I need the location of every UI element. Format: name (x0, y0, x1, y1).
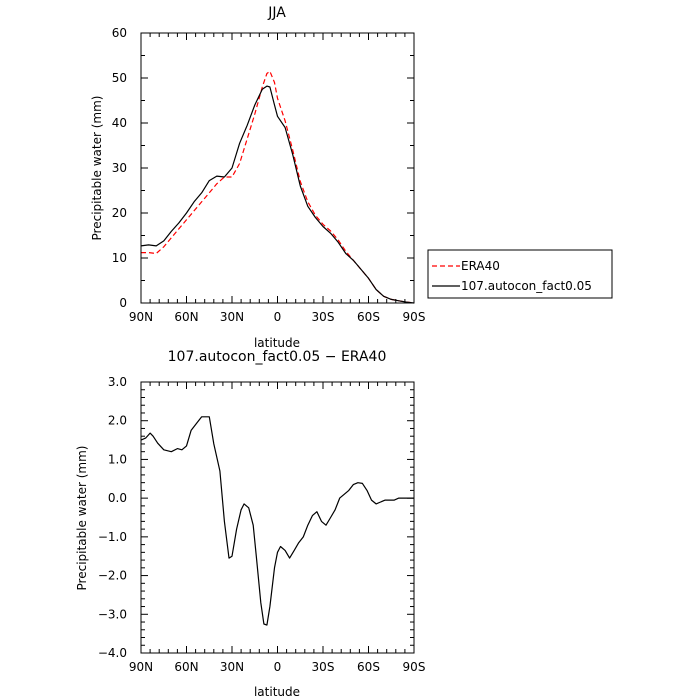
bottom-y-tick-label: 3.0 (108, 375, 127, 389)
top-y-tick-label: 60 (112, 26, 127, 40)
bottom-y-tick-label: −4.0 (98, 646, 127, 660)
bottom-x-axis-label: latitude (254, 685, 300, 699)
bottom-x-tick-label: 60S (357, 660, 380, 674)
top-x-tick-label: 90N (129, 310, 153, 324)
top-y-tick-label: 30 (112, 161, 127, 175)
bottom-plot-frame (140, 381, 415, 654)
top-y-tick-label: 50 (112, 71, 127, 85)
bottom-x-tick-label: 0 (274, 660, 282, 674)
bottom-series-line-0 (140, 416, 414, 626)
bottom-y-tick-label: −3.0 (98, 607, 127, 621)
top-y-axis-label: Precipitable water (mm) (90, 96, 104, 241)
bottom-x-tick-label: 90S (403, 660, 426, 674)
top-x-tick-label: 30S (312, 310, 335, 324)
top-y-tick-label: 20 (112, 206, 127, 220)
top-x-tick-label: 90S (403, 310, 426, 324)
panel-top: JJA latitude Precipitable water (mm) 90N… (90, 5, 425, 350)
bottom-x-tick-label: 30N (220, 660, 244, 674)
top-series-line-1 (140, 85, 415, 304)
legend-box (427, 249, 613, 299)
bottom-y-tick-label: 1.0 (108, 452, 127, 466)
top-plot-frame (140, 32, 415, 304)
top-y-tick-label: 40 (112, 116, 127, 130)
legend-entry-era40: ERA40 (461, 259, 500, 273)
top-y-tick-label: 0 (119, 296, 127, 310)
bottom-ticks: 90N 60N 30N 0 30S 60S 90S 3.0 2.0 1.0 0.0 −1.0 −2.0 −… (98, 375, 426, 674)
legend-entry-model: 107.autocon_fact0.05 (461, 279, 592, 293)
top-series (140, 70, 415, 304)
top-x-tick-label: 0 (274, 310, 282, 324)
panel-bottom: 107.autocon_fact0.05 − ERA40 latitude Pr… (75, 349, 425, 699)
bottom-x-tick-label: 90N (129, 660, 153, 674)
bottom-x-tick-label: 30S (312, 660, 335, 674)
bottom-series (140, 416, 414, 626)
top-x-axis-label: latitude (254, 336, 300, 350)
bottom-x-tick-label: 60N (174, 660, 198, 674)
top-ticks: 90N 60N 30N 0 30S 60S 90S 0 10 20 30 40 50 60 (112, 26, 426, 324)
top-x-tick-label: 60N (174, 310, 198, 324)
bottom-y-tick-label: 2.0 (108, 414, 127, 428)
top-series-line-0 (141, 70, 415, 304)
bottom-y-axis-label: Precipitable water (mm) (75, 446, 89, 591)
top-x-tick-label: 30N (220, 310, 244, 324)
top-chart-title: JJA (267, 5, 286, 21)
bottom-y-tick-label: 0.0 (108, 491, 127, 505)
legend: ERA40 107.autocon_fact0.05 (427, 249, 613, 299)
bottom-y-tick-label: −2.0 (98, 569, 127, 583)
bottom-chart-title: 107.autocon_fact0.05 − ERA40 (168, 349, 387, 365)
top-x-tick-label: 60S (357, 310, 380, 324)
top-y-tick-label: 10 (112, 251, 127, 265)
bottom-y-tick-label: −1.0 (98, 530, 127, 544)
